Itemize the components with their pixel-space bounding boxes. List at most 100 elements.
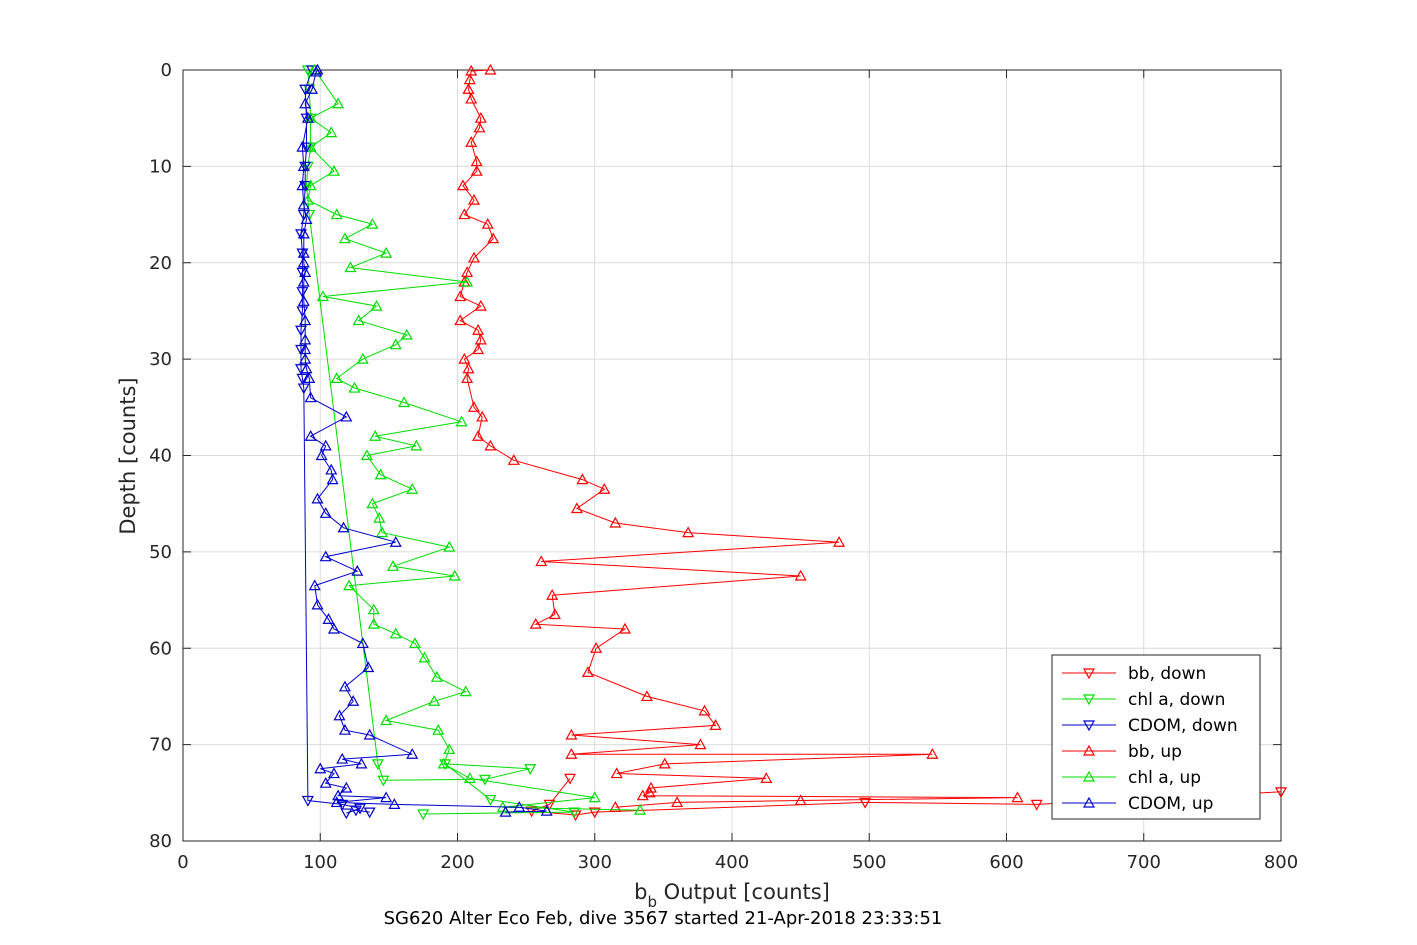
data-point (336, 752, 349, 764)
data-point (535, 555, 548, 567)
data-point (322, 613, 335, 624)
data-point (300, 142, 313, 154)
data-point (389, 627, 402, 639)
legend-label: bb, up (1128, 742, 1182, 762)
data-point (476, 410, 489, 422)
data-point (565, 748, 578, 759)
data-point (610, 767, 623, 779)
data-point (484, 439, 497, 451)
data-point (304, 179, 317, 191)
data-point (366, 217, 379, 229)
data-point (481, 217, 494, 229)
data-point (462, 83, 475, 94)
data-point (325, 126, 338, 138)
data-point (299, 266, 312, 277)
data-point (370, 299, 383, 311)
data-point (474, 333, 487, 345)
data-point (304, 429, 317, 441)
data-point (598, 482, 611, 494)
x-tick-label: 200 (440, 852, 474, 873)
data-point (327, 767, 340, 779)
data-point (465, 92, 478, 104)
series-group (295, 63, 1288, 822)
series-line (305, 69, 575, 815)
data-point (794, 569, 807, 581)
data-point (299, 352, 312, 364)
data-point (369, 429, 382, 441)
data-point (296, 179, 309, 191)
data-point (484, 63, 497, 75)
data-point (296, 248, 309, 260)
data-point (794, 794, 807, 806)
data-point (311, 492, 324, 504)
data-point (330, 796, 343, 808)
data-point (590, 642, 603, 653)
data-point (366, 497, 379, 509)
series-line (301, 69, 547, 813)
data-point (456, 179, 470, 191)
legend-box (1051, 654, 1261, 820)
data-point (499, 805, 512, 817)
data-point (314, 762, 327, 774)
x-tick-label: 100 (303, 852, 337, 873)
data-point (303, 372, 316, 383)
data-point (1011, 791, 1024, 803)
data-point (327, 164, 340, 176)
data-point (343, 579, 356, 591)
data-point (833, 536, 846, 547)
data-point (410, 439, 423, 451)
data-point (455, 415, 468, 427)
x-axis-label-subscript: b (647, 893, 657, 911)
data-point (478, 774, 491, 786)
data-point (360, 449, 373, 461)
data-point (643, 786, 656, 798)
data-point (297, 295, 310, 306)
x-axis-label-rest: Output [counts] (657, 880, 830, 904)
data-point (487, 232, 500, 244)
data-point (671, 796, 684, 808)
y-tick-label: 10 (149, 156, 172, 177)
data-point (459, 685, 472, 697)
data-point (356, 637, 369, 649)
data-point (336, 799, 349, 811)
data-point (417, 809, 430, 821)
data-point (609, 516, 622, 528)
data-point (297, 198, 310, 210)
data-point (548, 608, 561, 620)
data-point (363, 728, 376, 740)
data-point (310, 65, 323, 77)
legend-label: CDOM, down (1128, 716, 1238, 736)
data-point (406, 748, 419, 759)
data-point (301, 193, 314, 205)
data-point (308, 579, 321, 591)
x-axis-label: bb Output [counts] (634, 880, 830, 911)
data-point (1030, 799, 1043, 811)
data-point (296, 373, 309, 385)
data-point (299, 161, 312, 173)
data-point (859, 797, 872, 809)
data-point (546, 589, 559, 600)
y-tick-label: 70 (149, 735, 172, 756)
data-point (448, 569, 461, 581)
data-point (609, 801, 622, 812)
data-point (295, 325, 308, 337)
legend-item: CDOM, up (1062, 794, 1213, 814)
data-point (694, 738, 707, 750)
data-point (474, 111, 487, 123)
data-point (311, 598, 324, 610)
data-point (333, 709, 346, 721)
data-point (304, 140, 317, 152)
legend-label: bb, down (1128, 664, 1206, 684)
y-tick-label: 20 (149, 253, 172, 274)
legend-label: chl a, up (1128, 768, 1201, 788)
series-cdom-down (295, 65, 376, 820)
legend-swatch-marker (1082, 694, 1096, 706)
y-tick-label: 50 (149, 542, 172, 563)
data-point (377, 775, 390, 787)
legend-item: chl a, up (1062, 768, 1201, 788)
series-line (307, 69, 641, 811)
legend-swatch-marker (1082, 770, 1096, 782)
data-point (524, 764, 537, 775)
data-point (380, 791, 393, 803)
